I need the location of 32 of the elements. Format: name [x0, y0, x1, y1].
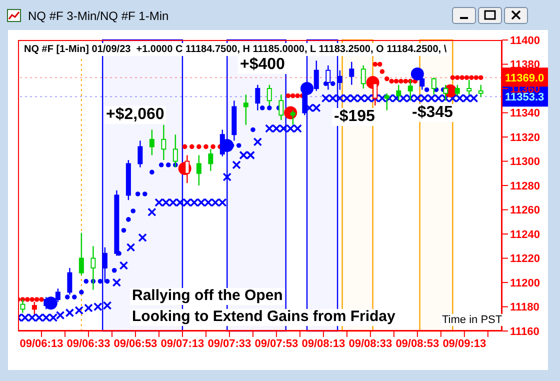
y-tick-label: 11180 [510, 302, 540, 314]
chart-title: NQ #F 3-Min/NQ #F 1-Min [28, 9, 169, 23]
x-tick-label: 09/07:53 [254, 338, 298, 350]
annotation: Looking to Extend Gains from Friday [130, 308, 398, 326]
x-tick-label: 09/07:33 [208, 338, 252, 350]
annotation: -$345 [410, 104, 455, 122]
annotation: +$400 [238, 56, 287, 74]
y-tick-label: 11200 [510, 277, 540, 290]
y-tick-label: 11320 [510, 132, 540, 144]
x-tick-label: 09/09:13 [442, 338, 486, 350]
ref-line-label: 11353.3 [505, 92, 544, 104]
y-tick-label: 11240 [510, 228, 540, 241]
annotation: -$195 [332, 108, 377, 126]
y-tick-label: 11260 [510, 204, 540, 217]
chart-subtitle: NQ #F [1-Min] 01/09/23 +1.0000 C 11184.7500, H 11185.0000, L 11183.2500, O 11184.2500, \ [22, 43, 449, 56]
x-tick-label: 09/07:13 [160, 338, 204, 350]
x-tick-label: 09/08:53 [396, 338, 440, 350]
x-tick-label: 09/08:33 [348, 338, 392, 350]
y-tick-label: 11300 [510, 156, 540, 168]
y-tick-label: 11280 [510, 180, 540, 192]
y-tick-label: 11400 [510, 34, 540, 47]
x-tick-label: 09/08:13 [302, 338, 346, 350]
ref-line-label: 11369.0 [505, 72, 544, 85]
y-tick-label: 11220 [510, 253, 540, 266]
annotation: +$2,060 [104, 106, 166, 124]
x-tick-label: 09/06:33 [66, 338, 110, 350]
y-tick-label: 11340 [510, 108, 540, 120]
annotation: Rallying off the Open [130, 287, 285, 304]
annotation: Time in PST [440, 314, 504, 326]
y-tick-label: 11160 [510, 326, 540, 338]
x-tick-label: 09/06:13 [20, 338, 64, 350]
x-tick-label: 09/06:53 [114, 338, 158, 350]
